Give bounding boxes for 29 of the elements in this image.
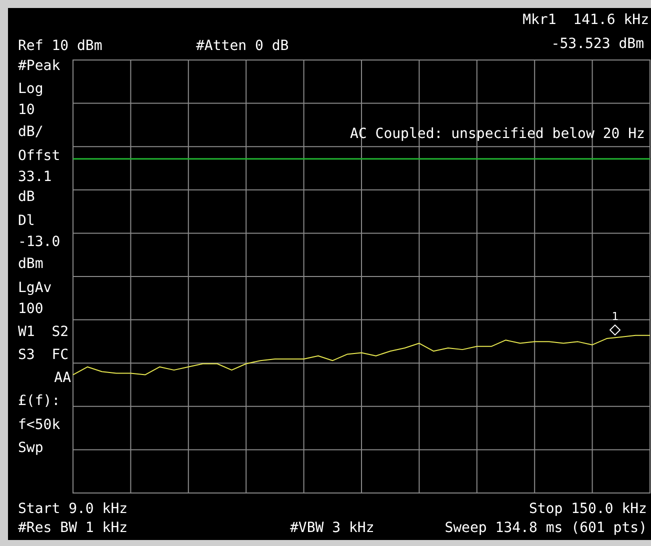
text: 33.1 xyxy=(18,169,52,185)
text: Stop 150.0 kHz xyxy=(528,501,647,517)
text: -13.0 xyxy=(18,234,60,250)
text: Mkr1 141.6 kHz xyxy=(522,12,649,28)
text: dB xyxy=(18,189,35,205)
text: dBm xyxy=(18,256,44,272)
text: Start 9.0 kHz xyxy=(18,501,128,517)
text: #Res BW 1 kHz xyxy=(18,520,128,536)
text: LgAv xyxy=(18,280,52,296)
text: Offst xyxy=(18,148,60,164)
text: -53.523 dBm xyxy=(551,36,644,52)
text: #VBW 3 kHz xyxy=(290,520,374,536)
text: 10 xyxy=(18,102,35,118)
text: AC Coupled: unspecified below 20 Hz xyxy=(350,126,645,142)
text: £(f): xyxy=(18,393,60,409)
text: 100 xyxy=(18,301,44,317)
text: dB/ xyxy=(18,124,44,140)
text: Log xyxy=(18,81,44,97)
text: #Peak xyxy=(18,58,61,74)
text: f<50k xyxy=(18,417,61,433)
text: Swp xyxy=(18,440,44,456)
text: #Atten 0 dB xyxy=(196,38,289,54)
text: 1 xyxy=(612,310,618,323)
text: W1 S2 xyxy=(18,324,69,340)
text: Sweep 134.8 ms (601 pts) xyxy=(444,520,647,536)
text: S3 FC xyxy=(18,347,69,363)
text: AA xyxy=(54,370,72,386)
text: Dl xyxy=(18,213,35,229)
text: Ref 10 dBm xyxy=(18,38,102,54)
